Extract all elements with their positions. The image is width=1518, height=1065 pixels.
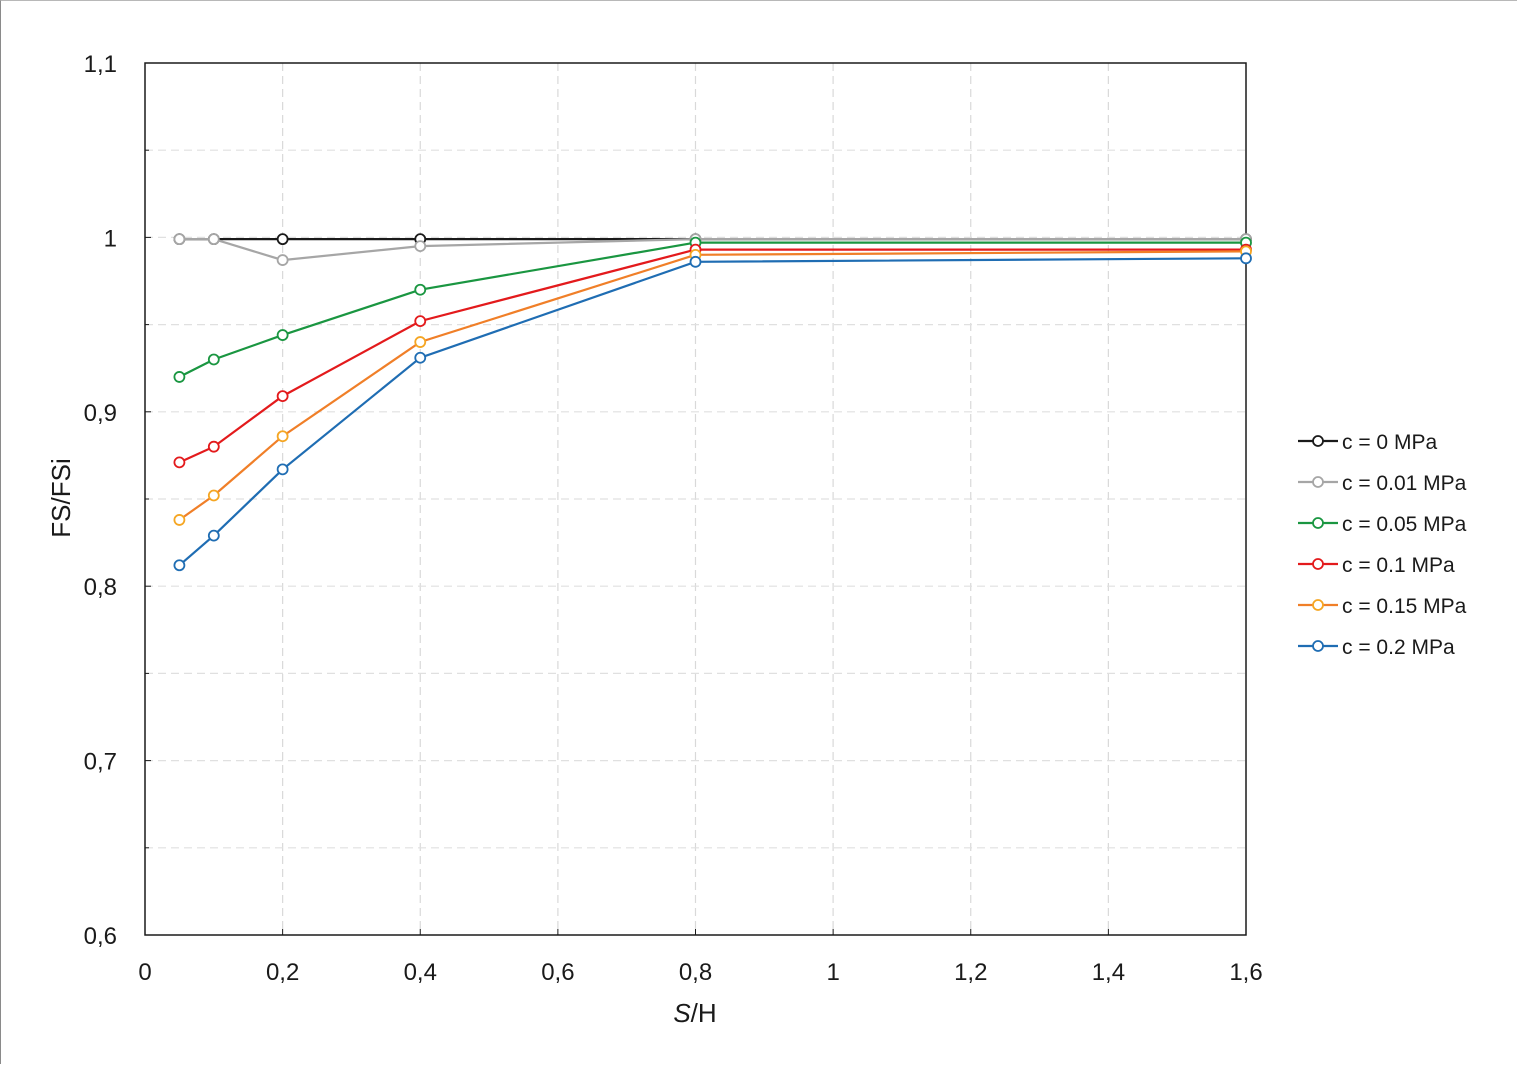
y-tick-label: 0,6 (84, 923, 117, 950)
data-point (207, 529, 220, 542)
data-point (1240, 252, 1252, 265)
series-group (173, 233, 1252, 572)
data-point (276, 390, 289, 403)
legend-marker (1312, 476, 1324, 488)
y-tick-label: 0,8 (84, 574, 117, 601)
legend-label: c = 0.15 MPa (1342, 595, 1467, 618)
series-line (178, 250, 1247, 521)
grid (145, 63, 1246, 935)
x-tick-label: 0,8 (679, 959, 712, 986)
series-4 (173, 245, 1252, 526)
x-tick-label: 0,2 (266, 959, 299, 986)
series-1 (173, 233, 1252, 266)
axis-ticks: 0 0,2 0,4 0,6 0,8 1 1,2 1,4 1,6 0,6 0,7 0,8 0,9 1 1,1 (84, 51, 1263, 986)
series-3 (173, 243, 1252, 469)
series-5 (173, 252, 1252, 572)
data-point (414, 336, 427, 348)
y-tick-label: 1 (104, 225, 117, 252)
y-tick-label: 0,9 (84, 400, 117, 427)
x-tick-label: 0 (138, 959, 151, 986)
legend-item: c = 0.05 MPa (1298, 513, 1467, 536)
x-axis-label-italic: S (673, 998, 691, 1028)
series-line (178, 257, 1247, 567)
legend-item: c = 0 MPa (1298, 431, 1437, 454)
series-2 (173, 236, 1252, 383)
x-tick-label: 0,4 (404, 959, 437, 986)
data-point (173, 371, 186, 383)
legend-item: c = 0.01 MPa (1298, 472, 1467, 495)
legend-item: c = 0.1 MPa (1298, 554, 1455, 577)
data-point (207, 233, 220, 246)
data-point (173, 559, 186, 572)
data-point (414, 351, 427, 364)
legend-label: c = 0.01 MPa (1342, 472, 1467, 495)
legend-label: c = 0.2 MPa (1342, 636, 1455, 659)
x-tick-label: 0,6 (541, 959, 574, 986)
data-point (207, 353, 220, 366)
legend-item: c = 0.2 MPa (1298, 636, 1455, 659)
x-tick-label: 1,4 (1092, 959, 1125, 986)
data-point (414, 315, 427, 328)
data-point (276, 329, 289, 341)
series-line (178, 248, 1246, 464)
series-line (178, 241, 1246, 378)
legend-label: c = 0.05 MPa (1342, 513, 1467, 536)
legend-label: c = 0 MPa (1342, 431, 1437, 454)
data-point (689, 255, 702, 268)
legend-label: c = 0.1 MPa (1342, 554, 1455, 577)
data-point (276, 233, 289, 246)
x-axis-label-rest: /H (691, 998, 717, 1028)
legend-marker (1312, 558, 1324, 570)
data-point (276, 463, 289, 476)
legend-marker (1312, 599, 1324, 611)
data-point (276, 254, 289, 266)
data-point (276, 430, 289, 443)
legend-marker (1312, 435, 1324, 447)
legend-marker (1312, 517, 1324, 529)
data-point (414, 240, 427, 253)
legend-marker (1312, 640, 1324, 652)
x-tick-label: 1 (826, 959, 839, 986)
x-tick-label: 1,2 (954, 959, 987, 986)
data-point (173, 514, 186, 526)
x-axis-label: S/H (673, 998, 716, 1028)
data-point (173, 233, 186, 246)
legend: c = 0 MPa c = 0.01 MPa c = 0.05 MPa c = 0.1… (1298, 431, 1467, 659)
y-axis-label: FS/FSi (46, 458, 76, 537)
data-point (414, 283, 427, 296)
y-tick-label: 1,1 (84, 51, 117, 78)
x-tick-label: 1,6 (1229, 959, 1262, 986)
y-tick-label: 0,7 (84, 749, 117, 776)
data-point (207, 489, 220, 502)
data-point (173, 456, 186, 469)
data-point (207, 440, 220, 453)
legend-item: c = 0.15 MPa (1298, 595, 1467, 618)
